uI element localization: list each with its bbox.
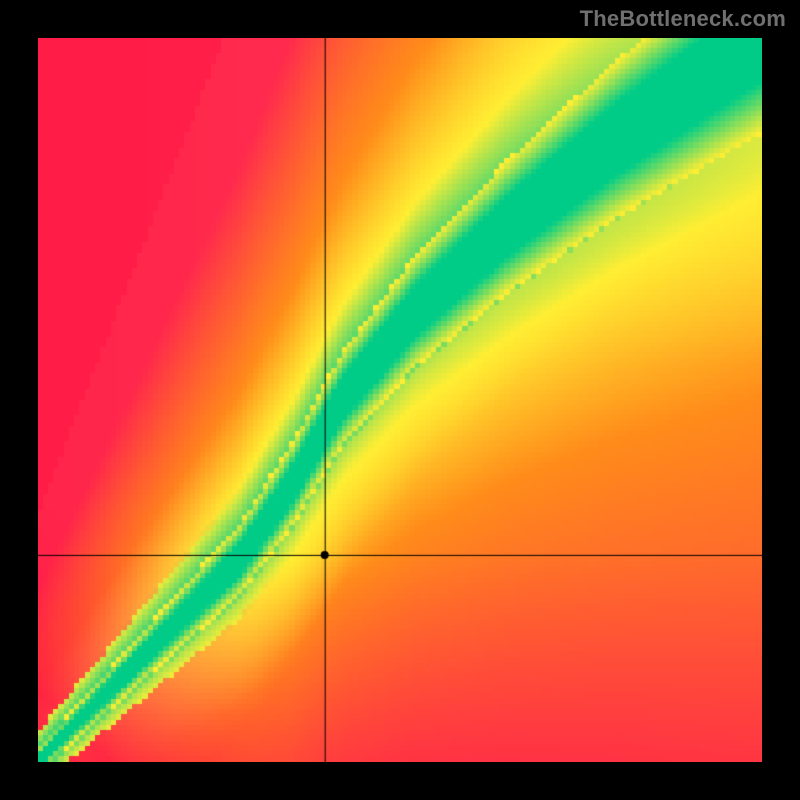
watermark-text: TheBottleneck.com [580,6,786,32]
chart-container: TheBottleneck.com [0,0,800,800]
bottleneck-heatmap [38,38,762,762]
